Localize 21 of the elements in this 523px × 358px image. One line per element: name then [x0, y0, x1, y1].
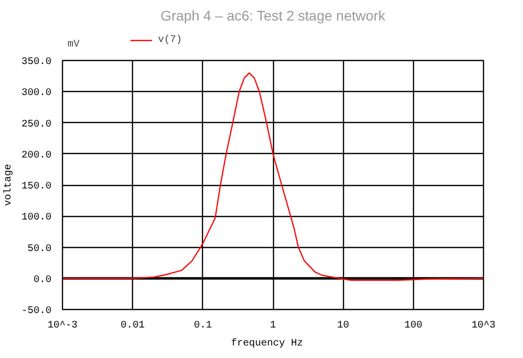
x-tick-label: 1: [270, 320, 276, 332]
x-tick-label: 0.1: [194, 320, 212, 332]
x-tick-label: 0.01: [120, 320, 145, 332]
x-tick-label: 100: [404, 320, 422, 332]
y-tick-label: 350.0: [21, 57, 52, 68]
y-tick-label: 50.0: [27, 244, 52, 255]
legend-label: v(7): [158, 34, 182, 46]
x-axis-title: frequency Hz: [230, 338, 304, 350]
y-tick-label: 100.0: [21, 212, 52, 224]
x-tick-label: 10^3: [472, 320, 496, 332]
y-tick-label: 300.0: [21, 88, 52, 100]
chart-title: Graph 4 – ac6: Test 2 stage network: [160, 8, 386, 24]
y-tick-label: 200.0: [21, 150, 52, 162]
y-tick-label: 150.0: [21, 182, 52, 192]
text: mV: [68, 40, 80, 51]
y-tick-label: 0.0: [33, 274, 52, 286]
y-axis-title: voltage: [2, 164, 14, 206]
x-tick-label: 10^-3: [48, 320, 78, 332]
y-tick-label: 250.0: [21, 119, 52, 130]
y-tick-label: -50.0: [21, 306, 52, 317]
x-tick-label: 10: [337, 320, 350, 332]
